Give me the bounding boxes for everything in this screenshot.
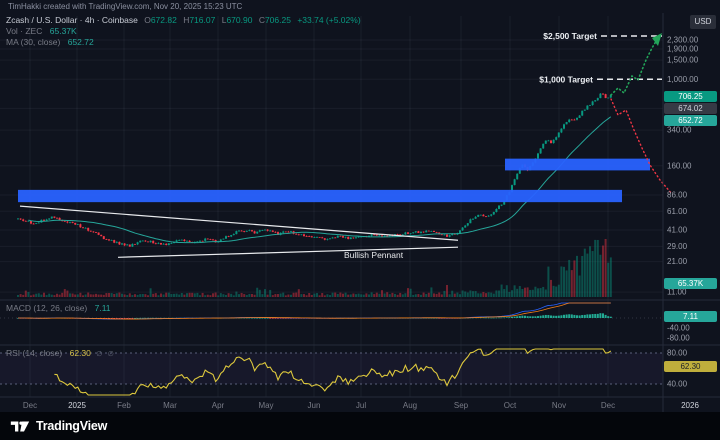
volume-label: Vol · ZEC: [6, 26, 43, 36]
svg-text:$2,500 Target: $2,500 Target: [543, 31, 597, 41]
svg-text:86.00: 86.00: [667, 191, 688, 200]
svg-text:Mar: Mar: [163, 401, 177, 410]
hide-icon[interactable]: ∅: [96, 351, 103, 358]
high-label: H: [183, 15, 190, 25]
tradingview-logo-icon[interactable]: [10, 419, 30, 434]
svg-text:Jul: Jul: [356, 401, 366, 410]
open-label: O: [144, 15, 151, 25]
tradingview-wordmark[interactable]: TradingView: [36, 419, 108, 433]
footer-bar: TradingView: [0, 412, 720, 440]
attribution-text: TimHakki created with TradingView.com, N…: [8, 2, 243, 11]
svg-text:2,300.00: 2,300.00: [667, 35, 699, 44]
low-label: L: [221, 15, 227, 25]
rsi-label: RSI (14, close): [6, 348, 63, 358]
svg-text:80.00: 80.00: [667, 349, 688, 358]
svg-text:61.00: 61.00: [667, 207, 688, 216]
svg-text:Nov: Nov: [552, 401, 566, 410]
svg-text:$1,000 Target: $1,000 Target: [539, 74, 593, 84]
close-value: 706.25: [264, 15, 291, 25]
svg-text:340.00: 340.00: [667, 126, 692, 135]
svg-text:2026: 2026: [681, 401, 699, 410]
svg-text:1,000.00: 1,000.00: [667, 75, 699, 84]
legend-volume-row[interactable]: Vol · ZEC 65.37K: [6, 26, 77, 36]
svg-text:160.00: 160.00: [667, 161, 692, 170]
svg-text:21.00: 21.00: [667, 257, 688, 266]
svg-text:11.00: 11.00: [667, 288, 687, 297]
rsi-legend[interactable]: RSI (14, close) 62.30 ∅ ∅: [6, 348, 114, 358]
close-label: C: [258, 15, 265, 25]
svg-text:Bullish Pennant: Bullish Pennant: [344, 250, 404, 260]
ma-value: 652.72: [67, 37, 94, 47]
svg-text:540.00: 540.00: [667, 104, 692, 113]
volume-value: 65.37K: [49, 26, 77, 36]
svg-text:29.00: 29.00: [667, 242, 688, 251]
rsi-value: 62.30: [69, 348, 91, 358]
macd-label: MACD (12, 26, close): [6, 303, 88, 313]
svg-text:41.00: 41.00: [667, 226, 688, 235]
svg-text:Sep: Sep: [454, 401, 469, 410]
change-value: +33.74 (+5.02%): [297, 15, 361, 25]
legend-ma-row[interactable]: MA (30, close) 652.72: [6, 37, 94, 47]
svg-text:0.00: 0.00: [667, 314, 683, 323]
svg-text:Dec: Dec: [23, 401, 37, 410]
ma-label: MA (30, close): [6, 37, 61, 47]
settings-icon[interactable]: ∅: [107, 351, 114, 358]
macd-legend[interactable]: MACD (12, 26, close) 7.11: [6, 303, 111, 313]
macd-value: 7.11: [94, 303, 111, 313]
svg-text:Aug: Aug: [403, 401, 417, 410]
svg-text:May: May: [258, 401, 273, 410]
symbol-title[interactable]: Zcash / U.S. Dollar · 4h · Coinbase: [6, 15, 138, 25]
svg-text:-80.00: -80.00: [667, 334, 690, 343]
svg-text:Jun: Jun: [308, 401, 321, 410]
open-value: 672.82: [150, 15, 177, 25]
svg-text:Apr: Apr: [212, 401, 225, 410]
svg-text:40.00: 40.00: [667, 380, 688, 389]
legend-symbol-row[interactable]: Zcash / U.S. Dollar · 4h · Coinbase O672…: [6, 15, 361, 25]
svg-text:-40.00: -40.00: [667, 324, 690, 333]
svg-text:Dec: Dec: [601, 401, 615, 410]
svg-text:1,900.00: 1,900.00: [667, 44, 699, 53]
svg-text:2025: 2025: [68, 401, 86, 410]
svg-text:1,500.00: 1,500.00: [667, 56, 699, 65]
low-value: 670.90: [226, 15, 253, 25]
svg-text:Oct: Oct: [504, 401, 517, 410]
currency-button[interactable]: USD: [690, 15, 716, 29]
high-value: 716.07: [189, 15, 216, 25]
svg-text:Feb: Feb: [117, 401, 131, 410]
